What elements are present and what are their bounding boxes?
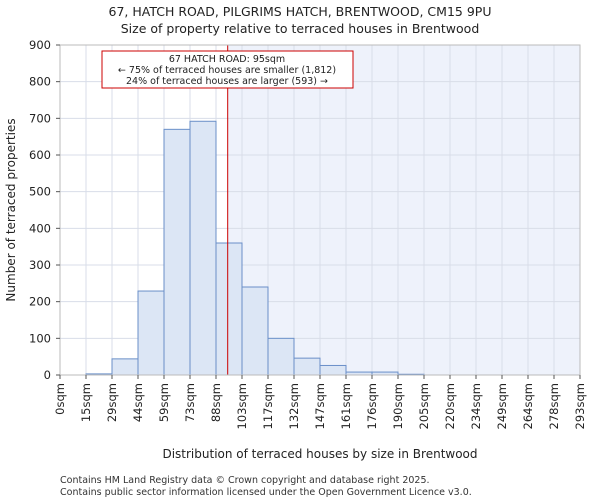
y-tick-label: 300 — [29, 258, 51, 272]
x-tick-label: 132sqm — [287, 383, 301, 429]
x-tick-label: 249sqm — [495, 383, 509, 429]
right-shade-region — [227, 45, 580, 375]
x-tick-label: 176sqm — [365, 383, 379, 429]
plot-area — [59, 44, 581, 376]
y-tick-label: 800 — [29, 75, 51, 89]
x-tick-label: 264sqm — [521, 383, 535, 429]
x-tick-label: 293sqm — [573, 383, 587, 429]
histogram-bar — [215, 242, 243, 376]
x-tick-label: 103sqm — [235, 383, 249, 429]
y-axis-label: Number of terraced properties — [4, 118, 18, 301]
y-axis-ticks: 0 100 200 300 400 500 600 700 800 900 — [29, 38, 60, 382]
x-tick-label: 161sqm — [339, 383, 353, 429]
y-tick-label: 400 — [29, 221, 51, 235]
annotation-line2: ← 75% of terraced houses are smaller (1,… — [118, 65, 336, 76]
x-tick-label: 278sqm — [547, 383, 561, 429]
footer-line2: Contains public sector information licen… — [60, 487, 472, 498]
x-tick-label: 0sqm — [53, 383, 67, 415]
histogram-bar — [293, 357, 321, 376]
x-tick-label: 59sqm — [157, 383, 171, 422]
histogram-bar — [189, 120, 217, 376]
annotation-line3: 24% of terraced houses are larger (593) … — [126, 76, 328, 87]
annotation-line1: 67 HATCH ROAD: 95sqm — [169, 54, 285, 65]
x-tick-label: 44sqm — [131, 383, 145, 422]
chart-title-line1: 67, HATCH ROAD, PILGRIMS HATCH, BRENTWOO… — [109, 4, 492, 19]
histogram-bar — [267, 337, 295, 376]
chart-title-line2: Size of property relative to terraced ho… — [121, 21, 480, 36]
histogram-bar — [111, 358, 139, 376]
y-tick-label: 600 — [29, 148, 51, 162]
y-tick-label: 0 — [44, 368, 51, 382]
x-tick-label: 220sqm — [443, 383, 457, 429]
x-axis-label: Distribution of terraced houses by size … — [162, 447, 477, 461]
x-tick-label: 88sqm — [209, 383, 223, 422]
x-tick-label: 205sqm — [417, 383, 431, 429]
y-tick-label: 900 — [29, 38, 51, 52]
annotation-box: 67 HATCH ROAD: 95sqm ← 75% of terraced h… — [101, 50, 354, 89]
x-axis-ticks: 0sqm 15sqm 29sqm 44sqm 59sqm 73sqm 88sqm 103sqm… — [53, 375, 587, 429]
annotation-frame — [101, 50, 354, 89]
x-tick-label: 73sqm — [183, 383, 197, 422]
y-tick-label: 700 — [29, 111, 51, 125]
x-tick-label: 15sqm — [79, 383, 93, 422]
histogram-bar — [163, 128, 191, 376]
x-tick-label: 117sqm — [261, 383, 275, 429]
y-tick-label: 500 — [29, 185, 51, 199]
y-tick-label: 100 — [29, 331, 51, 345]
y-tick-label: 200 — [29, 295, 51, 309]
histogram-bar — [241, 286, 269, 376]
histogram-bar — [319, 364, 347, 376]
x-tick-label: 29sqm — [105, 383, 119, 422]
x-tick-label: 190sqm — [391, 383, 405, 429]
x-tick-label: 147sqm — [313, 383, 327, 429]
footer-line1: Contains HM Land Registry data © Crown c… — [60, 475, 430, 486]
histogram-bar — [137, 290, 165, 376]
x-tick-label: 234sqm — [469, 383, 483, 429]
